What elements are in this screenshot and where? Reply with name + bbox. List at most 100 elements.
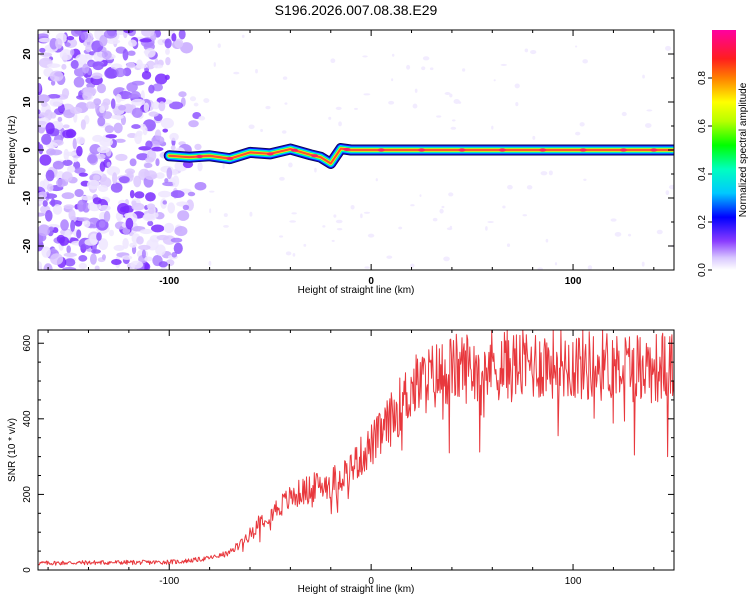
noise-blob xyxy=(493,79,496,82)
noise-blob xyxy=(62,124,70,129)
noise-blob xyxy=(362,55,368,58)
spectrogram-y-label: Frequency (Hz) xyxy=(7,116,18,185)
noise-blob xyxy=(391,78,394,82)
colorbar-tick-label: 0.6 xyxy=(697,119,708,133)
noise-blob xyxy=(99,137,113,147)
noise-blob xyxy=(70,59,79,69)
ridge-peak xyxy=(650,148,658,152)
noise-blob xyxy=(582,59,588,64)
noise-blob xyxy=(38,37,52,43)
noise-blob xyxy=(70,49,75,56)
noise-blob xyxy=(165,48,170,55)
noise-blob xyxy=(92,61,104,71)
noise-blob xyxy=(138,244,151,251)
noise-blob xyxy=(41,246,51,258)
noise-blob xyxy=(104,125,115,134)
noise-blob xyxy=(419,194,422,198)
y-tick-label: 400 xyxy=(22,410,33,427)
y-tick-label: -10 xyxy=(22,190,33,205)
noise-blob xyxy=(265,105,271,110)
noise-blob xyxy=(166,167,173,180)
noise-blob xyxy=(135,63,148,69)
noise-blob xyxy=(76,229,82,239)
noise-blob xyxy=(249,211,253,217)
noise-blob xyxy=(579,122,585,127)
noise-blob xyxy=(76,145,83,157)
noise-blob xyxy=(68,209,76,221)
noise-blob xyxy=(38,261,43,270)
ridge-peak xyxy=(226,157,234,161)
noise-blob xyxy=(322,225,326,228)
noise-blob xyxy=(328,116,332,120)
noise-blob xyxy=(139,38,153,43)
noise-blob xyxy=(139,123,146,130)
noise-blob xyxy=(60,219,69,231)
noise-blob xyxy=(335,219,343,224)
noise-blob xyxy=(170,190,185,199)
noise-blob xyxy=(398,226,403,230)
noise-blob xyxy=(165,56,171,66)
noise-blob xyxy=(71,30,82,37)
noise-blob xyxy=(614,231,622,237)
noise-blob xyxy=(38,33,49,39)
noise-blob xyxy=(124,213,133,218)
spectrogram-x-axis: -100 0 100 xyxy=(47,30,655,287)
noise-blob xyxy=(77,199,87,212)
noise-blob xyxy=(153,212,159,218)
noise-blob xyxy=(174,38,184,49)
noise-blob xyxy=(530,50,537,55)
noise-blob xyxy=(39,154,52,166)
noise-blob xyxy=(507,184,513,190)
noise-blob xyxy=(164,38,172,49)
noise-blob xyxy=(338,121,342,127)
noise-blob xyxy=(98,220,106,228)
noise-blob xyxy=(514,83,520,89)
noise-blob xyxy=(82,63,90,74)
snr-y-axis: 0 200 400 600 xyxy=(22,334,674,573)
noise-blob xyxy=(158,101,166,112)
spectrogram-ridge xyxy=(163,143,674,169)
noise-blob xyxy=(144,47,156,58)
noise-blob xyxy=(336,227,343,231)
colorbar-ticks: 0.0 0.2 0.4 0.6 0.8 xyxy=(697,71,712,277)
noise-blob xyxy=(255,69,258,74)
ridge-peak xyxy=(196,154,204,159)
noise-blob xyxy=(194,143,202,151)
noise-blob xyxy=(101,254,106,260)
noise-blob xyxy=(335,106,342,110)
noise-blob xyxy=(143,162,153,169)
noise-blob xyxy=(158,261,168,268)
noise-blob xyxy=(279,176,285,181)
noise-blob xyxy=(93,98,102,106)
noise-blob xyxy=(367,233,375,238)
noise-blob xyxy=(410,204,415,207)
noise-blob xyxy=(62,129,74,139)
noise-blob xyxy=(375,178,378,182)
noise-blob xyxy=(574,45,578,48)
ridge-peak xyxy=(579,148,587,152)
noise-blob xyxy=(165,259,175,267)
noise-blob xyxy=(222,163,225,169)
noise-blob xyxy=(38,94,50,103)
ridge-peak xyxy=(266,152,274,156)
noise-blob xyxy=(38,212,46,217)
noise-blob xyxy=(156,97,166,104)
y-tick-label: 20 xyxy=(22,48,33,60)
noise-blob xyxy=(506,243,511,247)
noise-blob xyxy=(38,109,41,115)
noise-blob xyxy=(96,153,106,160)
noise-blob xyxy=(145,60,156,70)
noise-blob xyxy=(114,67,126,78)
noise-blob xyxy=(421,66,426,71)
noise-blob xyxy=(136,236,144,245)
noise-blob xyxy=(436,115,442,118)
noise-blob xyxy=(155,158,160,167)
noise-blob xyxy=(131,107,143,119)
noise-blob xyxy=(233,71,240,75)
noise-blob xyxy=(182,204,190,211)
noise-blob xyxy=(115,93,122,103)
noise-blob xyxy=(78,172,89,177)
noise-blob xyxy=(147,207,155,214)
noise-blob xyxy=(284,102,288,105)
